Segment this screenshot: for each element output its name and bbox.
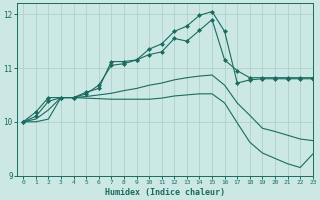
X-axis label: Humidex (Indice chaleur): Humidex (Indice chaleur) (105, 188, 225, 197)
